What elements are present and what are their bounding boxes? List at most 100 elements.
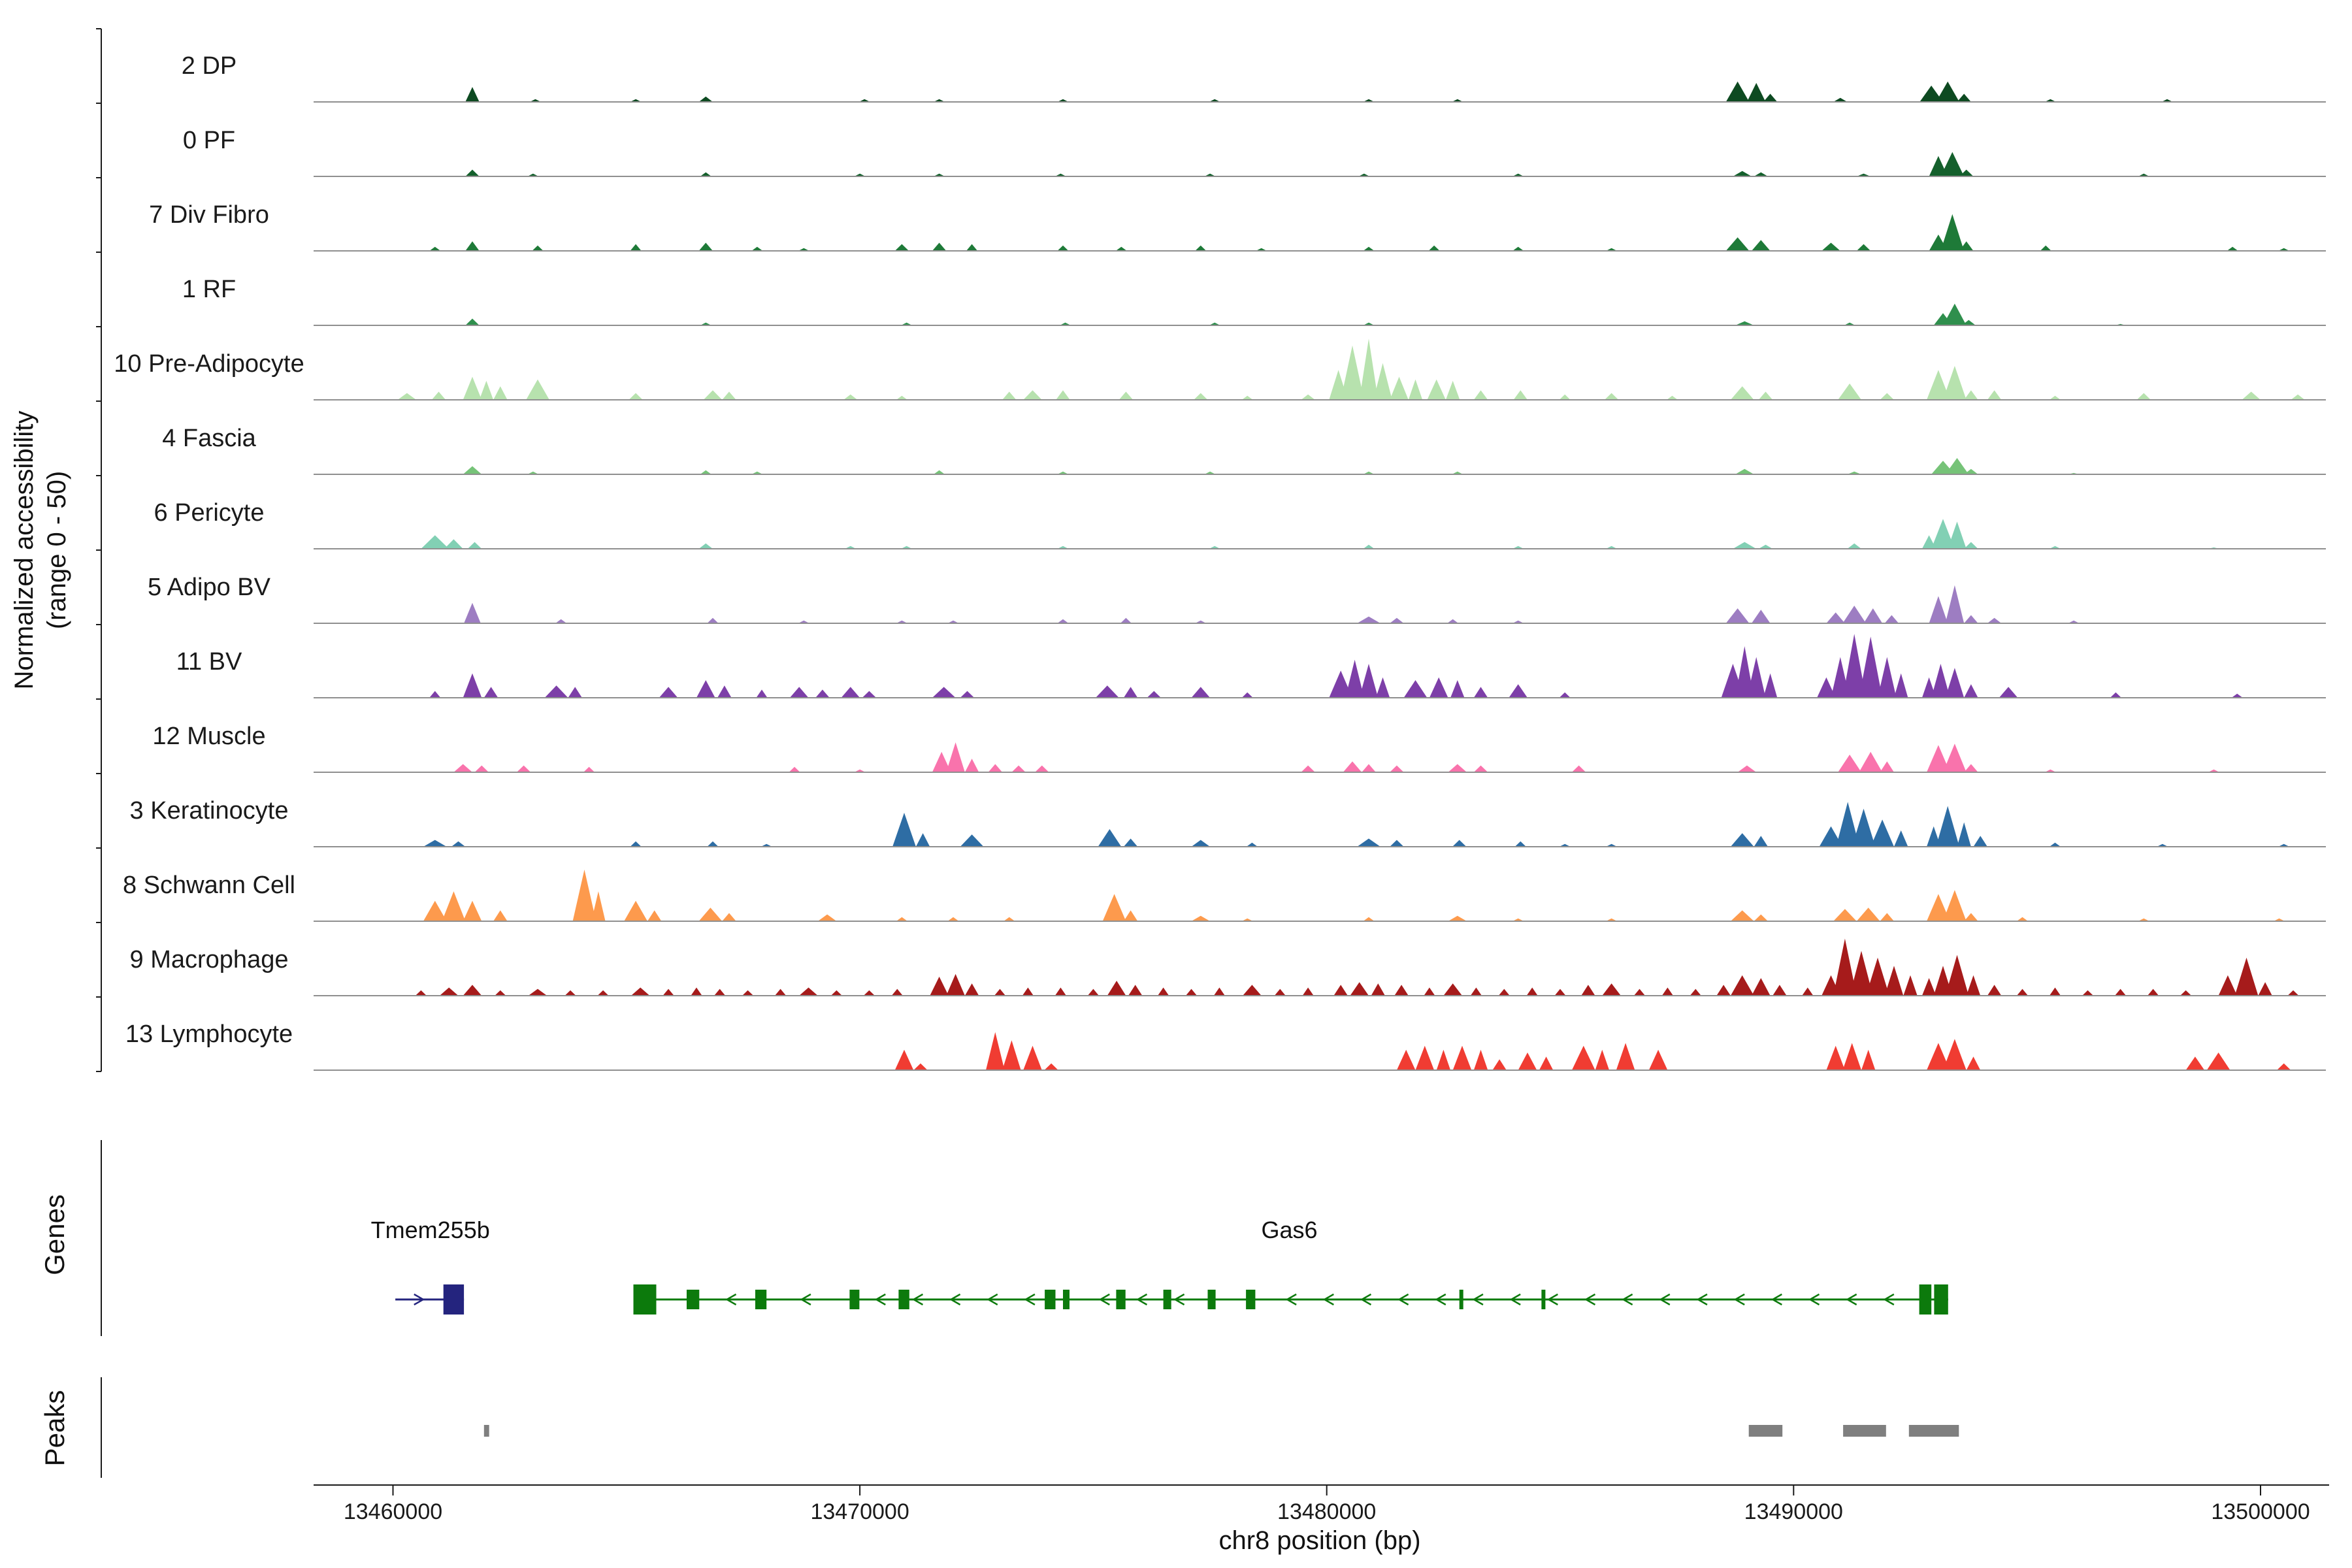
strand-arrow-icon [1808, 1293, 1820, 1306]
track-row: 13 Lymphocyte [0, 997, 2352, 1071]
track-label: 13 Lymphocyte [125, 1020, 293, 1048]
strand-arrow-icon [1098, 1293, 1110, 1306]
strand-arrow-icon [1397, 1293, 1409, 1306]
exon-rect [898, 1290, 909, 1309]
track-row: 7 Div Fibro [0, 178, 2352, 252]
strand-arrow-icon [414, 1293, 425, 1306]
x-axis: 13460000 13470000 13480000 13490000 13500000 [314, 1484, 2329, 1524]
signal-area [314, 742, 2326, 772]
signal-area [314, 152, 2326, 176]
track-label: 4 Fascia [162, 424, 256, 452]
x-axis-tick-label: 13480000 [1277, 1499, 1376, 1524]
track-signal [314, 214, 2326, 252]
strand-arrow-icon [1173, 1293, 1185, 1306]
track-row: 11 BV [0, 625, 2352, 699]
track-label: 12 Muscle [152, 722, 266, 750]
track-signal [314, 458, 2326, 475]
strand-arrow-icon [1135, 1293, 1148, 1306]
gene-label: Gas6 [1261, 1217, 1317, 1243]
strand-arrow-icon [1024, 1293, 1036, 1306]
signal-area [314, 802, 2326, 847]
track-signal [314, 802, 2326, 847]
peak-rect [483, 1425, 489, 1437]
track-row: 8 Schwann Cell [0, 848, 2352, 923]
track-row: 9 Macrophage [0, 923, 2352, 997]
track-label: 8 Schwann Cell [122, 871, 296, 899]
track-signal [314, 742, 2326, 773]
x-axis-tick-label: 13460000 [344, 1499, 442, 1524]
track-signal [314, 634, 2326, 698]
exon-rect [1246, 1290, 1256, 1309]
track-signal [314, 938, 2326, 996]
exon-rect [1459, 1290, 1463, 1309]
exon-rect [849, 1290, 860, 1309]
signal-area [314, 458, 2326, 474]
track-label: 3 Keratinocyte [129, 796, 289, 825]
track-row: 10 Pre-Adipocyte [0, 327, 2352, 401]
strand-arrow-icon [1622, 1293, 1633, 1306]
exon-rect [633, 1284, 657, 1315]
x-axis-tick-label: 13500000 [2211, 1499, 2310, 1524]
track-row: 2 DP [0, 29, 2352, 103]
signal-area [314, 338, 2326, 400]
track-label: 1 RF [182, 275, 237, 303]
signal-area [314, 1032, 2326, 1070]
peak-rect [1748, 1425, 1783, 1437]
strand-arrow-icon [1360, 1293, 1372, 1306]
strand-arrow-icon [949, 1293, 961, 1306]
exon-rect [755, 1290, 767, 1309]
exon-rect [1063, 1290, 1070, 1309]
track-row: 1 RF [0, 252, 2352, 327]
peak-rect [1843, 1425, 1886, 1437]
track-signal [314, 585, 2326, 624]
x-axis-tick-label: 13490000 [1744, 1499, 1843, 1524]
track-row: 6 Pericyte [0, 476, 2352, 550]
track-signal [314, 519, 2326, 549]
peaks-bracket [101, 1377, 102, 1478]
track-label: 5 Adipo BV [147, 573, 271, 601]
peaks-section-label: Peaks [39, 1390, 70, 1467]
track-label: 6 Pericyte [154, 498, 265, 527]
genes-bracket [101, 1140, 102, 1336]
peak-rect [1908, 1425, 1959, 1437]
strand-arrow-icon [987, 1293, 998, 1306]
strand-arrow-icon [1846, 1293, 1857, 1306]
track-signal [314, 152, 2326, 177]
genes-section-label: Genes [39, 1194, 70, 1275]
track-label: 0 PF [182, 126, 236, 154]
signal-area [314, 214, 2326, 251]
exon-rect [1207, 1290, 1216, 1309]
genes-panel: Tmem255b Gas6 [371, 1217, 1948, 1315]
track-row: 5 Adipo BV [0, 550, 2352, 625]
signal-area [314, 585, 2326, 623]
track-signal [314, 870, 2326, 922]
track-label: 11 BV [176, 647, 242, 676]
strand-arrow-icon [725, 1293, 737, 1306]
track-row: 0 PF [0, 103, 2352, 178]
exon-rect [1541, 1290, 1546, 1309]
strand-arrow-icon [874, 1293, 886, 1306]
strand-arrow-icon [1546, 1293, 1558, 1306]
exon-rect [687, 1290, 700, 1309]
gene-label: Tmem255b [371, 1217, 490, 1243]
signal-area [314, 634, 2326, 698]
strand-arrow-icon [911, 1293, 924, 1306]
strand-arrow-icon [1659, 1293, 1671, 1306]
track-label: 2 DP [181, 52, 237, 80]
signal-area [314, 870, 2326, 921]
signal-area [314, 519, 2326, 549]
signal-area [314, 938, 2326, 996]
strand-arrow-icon [1584, 1293, 1596, 1306]
exon-rect [1116, 1290, 1126, 1309]
track-signal [314, 1032, 2326, 1071]
track-signal [314, 338, 2326, 400]
track-row: 4 Fascia [0, 401, 2352, 476]
strand-arrow-icon [1285, 1293, 1297, 1306]
x-axis-tick-label: 13470000 [810, 1499, 909, 1524]
signal-area [314, 303, 2326, 325]
strand-arrow-icon [1509, 1293, 1521, 1306]
exon-rect [1919, 1284, 1932, 1315]
track-row: 3 Keratinocyte [0, 774, 2352, 848]
strand-arrow-icon [1771, 1293, 1782, 1306]
